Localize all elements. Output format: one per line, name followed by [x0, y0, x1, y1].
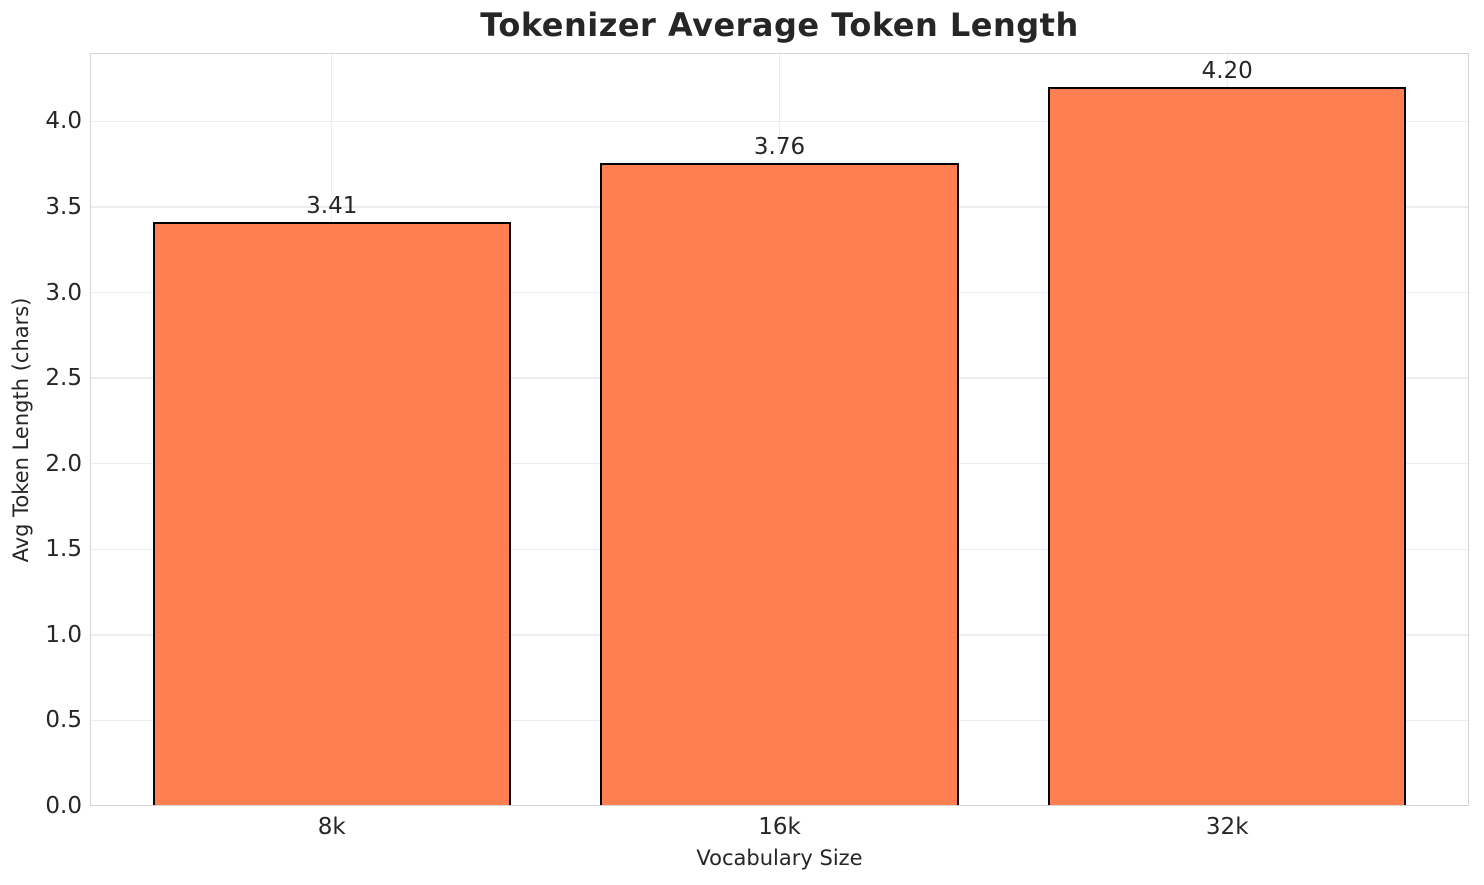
chart-title: Tokenizer Average Token Length	[480, 6, 1079, 44]
bar-32k	[1048, 87, 1407, 806]
bar-value-label: 3.41	[306, 193, 358, 220]
x-tick-label: 16k	[758, 814, 801, 840]
y-axis-label: Avg Token Length (chars)	[9, 297, 33, 563]
x-tick-label: 32k	[1205, 814, 1249, 840]
y-tick-label: 0.5	[45, 707, 82, 734]
y-tick-label: 1.0	[45, 621, 82, 648]
y-tick-label: 4.0	[45, 108, 82, 135]
y-tick-label: 3.5	[45, 194, 82, 221]
plot-area: 3.41 3.76 4.20	[90, 53, 1469, 806]
bar-16k	[600, 162, 959, 806]
y-tick-label: 1.5	[45, 536, 82, 563]
x-axis-label: Vocabulary Size	[696, 846, 863, 870]
x-tick-label: 8k	[317, 814, 346, 840]
y-tick-label: 0.0	[45, 793, 82, 819]
bar-8k	[152, 222, 511, 806]
bar-value-label: 3.76	[753, 133, 806, 160]
y-tick-label: 3.0	[45, 279, 82, 306]
y-tick-label: 2.0	[45, 450, 82, 477]
bar-value-label: 4.20	[1201, 58, 1253, 85]
y-tick-label: 2.5	[45, 365, 82, 392]
